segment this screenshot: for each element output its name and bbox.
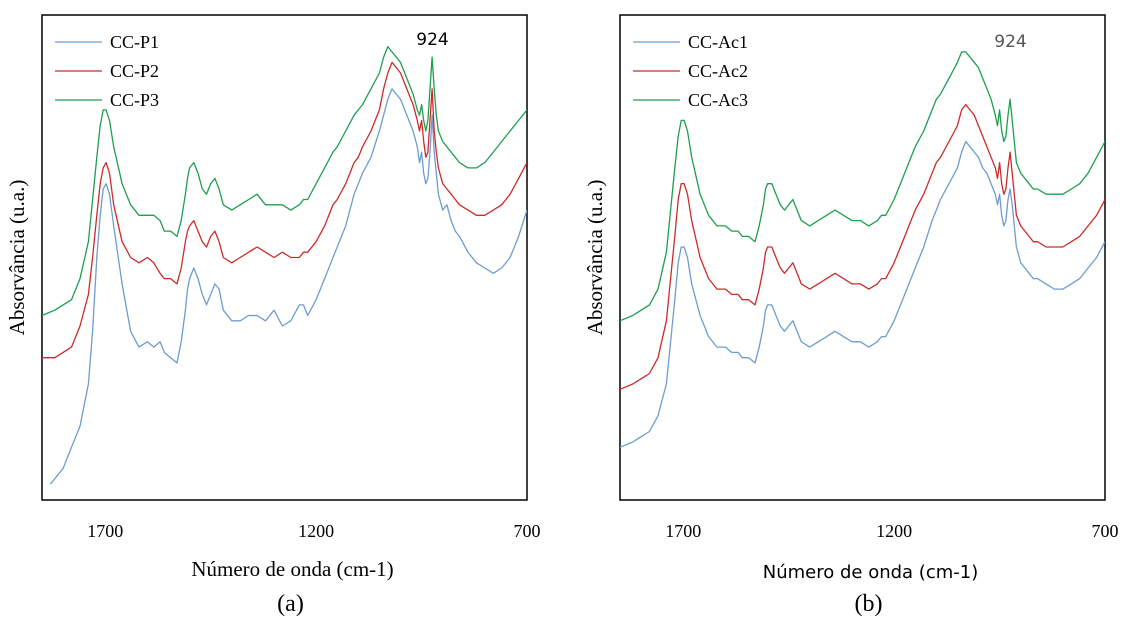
y-axis-label: Absorvância (u.a.) <box>583 180 607 336</box>
chart-panel-b: 1700 1200 700 Número de onda (cm-1) Absorvân… <box>583 14 1119 617</box>
legend-label: CC-Ac2 <box>688 61 748 81</box>
legend-label: CC-P3 <box>110 90 159 110</box>
series-line-cc-ac2 <box>620 103 1105 390</box>
x-tick-label: 1200 <box>876 521 912 541</box>
plot-frame <box>41 14 528 501</box>
series-group <box>42 45 527 485</box>
x-tick-label: 1700 <box>665 521 701 541</box>
x-tick-label: 1200 <box>298 521 334 541</box>
peak-annotation: 924 <box>994 32 1026 52</box>
series-line-cc-p2 <box>42 61 527 359</box>
x-axis-label: Número de onda (cm-1) <box>191 557 393 581</box>
panel-label: (a) <box>277 591 304 617</box>
peak-annotation: 924 <box>416 30 448 50</box>
y-axis-label: Absorvância (u.a.) <box>5 180 29 336</box>
series-line-cc-p3 <box>42 45 527 317</box>
series-line-cc-ac1 <box>620 140 1105 448</box>
series-group <box>620 51 1105 448</box>
legend-label: CC-P2 <box>110 61 159 81</box>
series-line-cc-p1 <box>49 88 527 485</box>
legend-label: CC-Ac3 <box>688 90 748 110</box>
series-line-cc-ac3 <box>620 51 1105 322</box>
legend-label: CC-P1 <box>110 32 159 52</box>
x-tick-label: 1700 <box>87 521 123 541</box>
plot-frame <box>619 14 1106 501</box>
x-tick-label: 700 <box>514 521 541 541</box>
chart-panel-a: 1700 1200 700 Número de onda (cm-1) Absorvân… <box>5 14 541 617</box>
legend-label: CC-Ac1 <box>688 32 748 52</box>
x-tick-label: 700 <box>1092 521 1119 541</box>
panel-label: (b) <box>855 591 883 617</box>
x-axis-label: Número de onda (cm-1) <box>763 562 978 583</box>
